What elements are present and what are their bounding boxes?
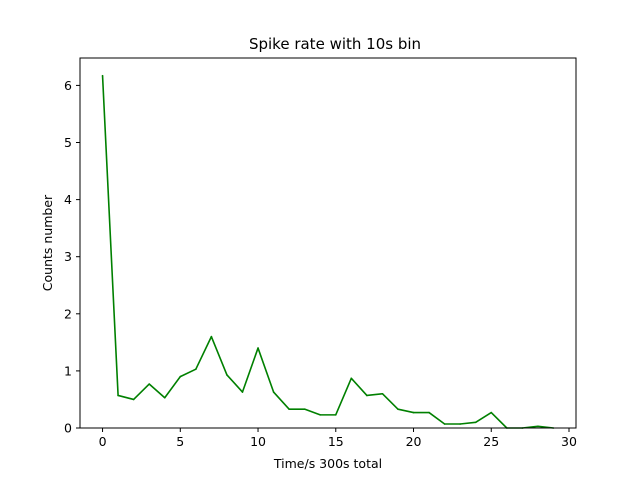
chart-title: Spike rate with 10s bin (249, 35, 421, 53)
data-point (117, 394, 119, 397)
data-point (132, 398, 135, 401)
data-point (366, 394, 368, 397)
data-point (537, 425, 539, 428)
data-point (179, 375, 182, 378)
data-point (195, 368, 197, 370)
y-axis-label: Counts number (40, 194, 55, 291)
data-point (381, 392, 384, 395)
data-point (163, 396, 166, 399)
y-axis-ticks: 0 1 2 3 4 5 6 (64, 78, 80, 436)
data-point (443, 423, 446, 425)
data-point (474, 421, 477, 424)
x-tick-label: 20 (406, 434, 422, 449)
data-point (319, 414, 322, 416)
y-tick-label: 5 (64, 135, 72, 150)
series-line (101, 75, 554, 429)
y-tick-label: 1 (64, 363, 72, 378)
data-point (397, 408, 399, 410)
x-axis-ticks: 0 5 10 15 20 25 30 (99, 428, 577, 449)
data-point (101, 74, 104, 77)
data-point (334, 414, 337, 416)
y-tick-label: 3 (64, 249, 72, 264)
data-point (272, 391, 275, 393)
y-tick-label: 4 (64, 192, 72, 207)
data-point (412, 411, 415, 414)
x-tick-label: 10 (250, 434, 266, 449)
data-point (148, 383, 150, 385)
x-axis-label: Time/s 300s total (273, 456, 382, 471)
x-tick-label: 5 (176, 434, 184, 449)
data-point (303, 408, 306, 410)
x-tick-label: 0 (99, 434, 107, 449)
data-point (428, 411, 430, 414)
data-point (257, 347, 259, 349)
x-tick-label: 25 (483, 434, 499, 449)
plot-area (101, 74, 555, 429)
axes-frame (79, 57, 577, 429)
y-tick-label: 6 (64, 78, 72, 93)
x-tick-label: 15 (328, 434, 344, 449)
x-tick-label: 30 (561, 434, 577, 449)
data-point (210, 335, 213, 338)
y-tick-label: 2 (64, 306, 72, 321)
data-point (350, 377, 353, 380)
data-point (459, 423, 461, 425)
data-point (241, 391, 244, 393)
data-point (288, 408, 290, 410)
y-tick-label: 0 (64, 421, 72, 436)
data-point (226, 374, 228, 376)
data-point (490, 411, 493, 414)
